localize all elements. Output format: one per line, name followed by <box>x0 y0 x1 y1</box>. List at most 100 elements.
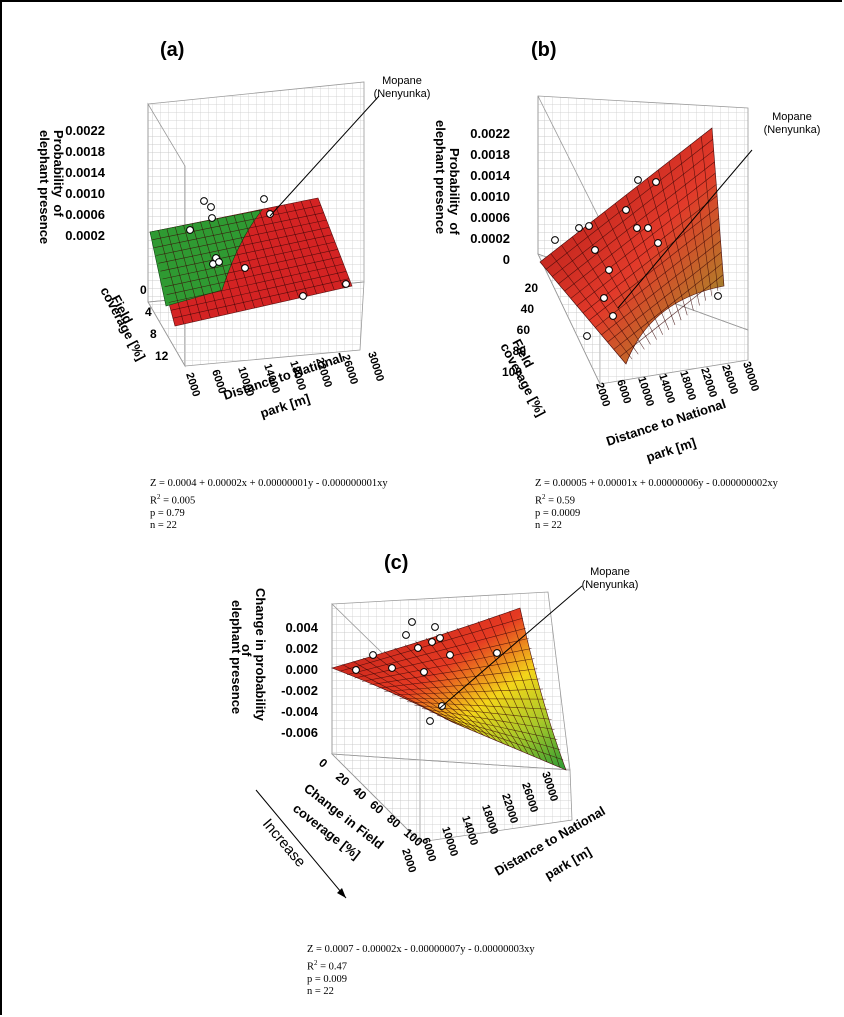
tick-label: 6000 <box>614 378 633 405</box>
zlabel-a-line1: Probability of <box>51 130 66 217</box>
data-point <box>600 294 608 302</box>
data-point <box>654 239 662 247</box>
tick-label: 0.0014 <box>470 168 511 183</box>
data-point <box>426 717 434 725</box>
tick-label: 0.000 <box>285 662 318 677</box>
mesh-line <box>552 150 714 277</box>
tick-label: 2000 <box>183 371 202 398</box>
annotation-line-a <box>269 95 380 217</box>
tick-label: 0.0018 <box>65 144 105 159</box>
tick-label: 30000 <box>365 350 386 383</box>
p-c: p = 0.009 <box>307 973 348 985</box>
data-point <box>583 332 591 340</box>
tick-label: 26000 <box>719 363 740 396</box>
r2-b: R2 = 0.59 <box>535 492 576 507</box>
mesh-line <box>595 229 720 328</box>
mesh-line <box>156 219 327 256</box>
floor-c <box>330 753 573 843</box>
data-point <box>446 651 454 659</box>
mesh-line <box>421 708 555 730</box>
p-b: p = 0.0009 <box>535 507 581 519</box>
data-points-c <box>352 618 501 725</box>
mesh-line <box>346 627 526 676</box>
data-point <box>200 197 208 205</box>
r2-c: R2 = 0.47 <box>307 958 348 973</box>
mesh-line <box>162 241 336 280</box>
tick-label: 30000 <box>740 360 761 393</box>
data-point <box>342 280 350 288</box>
tick-label: 100 <box>502 365 522 379</box>
data-point <box>431 623 439 631</box>
tick-label: 8 <box>150 327 157 341</box>
zlabel-b-line2: elephant presence <box>433 120 448 234</box>
data-point <box>414 644 422 652</box>
xlabel-b-line2: park [m] <box>644 435 697 465</box>
data-point <box>369 651 377 659</box>
tick-label: 0.0014 <box>65 165 106 180</box>
surface-c <box>331 607 567 771</box>
mesh-line <box>607 251 722 343</box>
panel-a: (a) Mopane (Nenyunka) Probability of ele… <box>37 39 430 421</box>
mesh-line <box>570 184 717 299</box>
data-point <box>299 292 307 300</box>
tick-label: 20 <box>333 770 352 790</box>
data-point <box>609 312 617 320</box>
zlabel-b-line1: Probability of <box>447 148 462 235</box>
mesh-line <box>164 249 338 288</box>
data-point <box>428 638 436 646</box>
n-a: n = 22 <box>150 520 177 531</box>
tick-label: 6000 <box>419 836 438 863</box>
tick-label: 80 <box>513 344 527 358</box>
mesh-line <box>545 139 714 270</box>
data-point <box>388 664 396 672</box>
equation-block-c: Z = 0.0007 - 0.00002x - 0.00000007y - 0.… <box>307 944 535 999</box>
mesh-line <box>166 256 341 295</box>
tick-label: 0.0018 <box>470 147 510 162</box>
tick-label: 2000 <box>593 381 612 408</box>
mesh-line <box>406 701 549 710</box>
data-point <box>260 195 268 203</box>
data-point <box>714 292 722 300</box>
surface-b <box>539 127 725 365</box>
data-point <box>208 214 216 222</box>
mesh-line <box>160 234 333 272</box>
mesh-line <box>429 711 558 740</box>
data-point <box>591 246 599 254</box>
mesh-line <box>152 205 321 241</box>
tick-label: 0.0022 <box>470 126 510 141</box>
tick-label: 0.002 <box>285 641 318 656</box>
data-point <box>633 224 641 232</box>
tick-label: 2000 <box>399 847 418 874</box>
tick-label: 12 <box>155 349 169 363</box>
tick-label: 0.004 <box>285 620 318 635</box>
equation-block-b: Z = 0.00005 + 0.00001x + 0.00000006y - 0… <box>535 478 778 533</box>
equation-block-a: Z = 0.0004 + 0.00002x + 0.00000001y - 0.… <box>150 478 388 533</box>
data-point <box>605 266 613 274</box>
tick-label: 0 <box>503 252 510 267</box>
equation-a: Z = 0.0004 + 0.00002x + 0.00000001y - 0.… <box>150 478 388 489</box>
mesh-line <box>369 658 535 686</box>
data-points-a <box>186 195 350 300</box>
increase-arrow <box>255 789 347 899</box>
tick-label: 22000 <box>698 366 719 399</box>
data-point <box>644 224 652 232</box>
surface-mesh-a <box>152 199 350 325</box>
z-ticks-c: 0.004 0.002 0.000 -0.002 -0.004 -0.006 <box>281 620 319 740</box>
xlabel-a-line2: park [m] <box>258 391 311 421</box>
data-point <box>622 206 630 214</box>
mesh-line <box>558 161 715 285</box>
annotation-line-b <box>617 149 753 309</box>
n-c: n = 22 <box>307 986 334 997</box>
zlabel-a-line2: elephant presence <box>37 130 52 244</box>
mesh-line <box>619 274 724 357</box>
data-point <box>207 203 215 211</box>
annotation-line-c <box>439 585 583 709</box>
panel-b: (b) Mopane (Nenyunka) Probability of ele… <box>433 39 820 465</box>
tick-label: 14000 <box>656 372 677 405</box>
panel-label-c: (c) <box>384 552 408 574</box>
annotation-b-line2: (Nenyunka) <box>764 124 821 136</box>
mesh-line <box>564 172 716 292</box>
tick-label: 0.0010 <box>65 186 105 201</box>
surface-mesh-c <box>339 611 564 768</box>
zlabel-c-line2: of <box>239 644 254 657</box>
